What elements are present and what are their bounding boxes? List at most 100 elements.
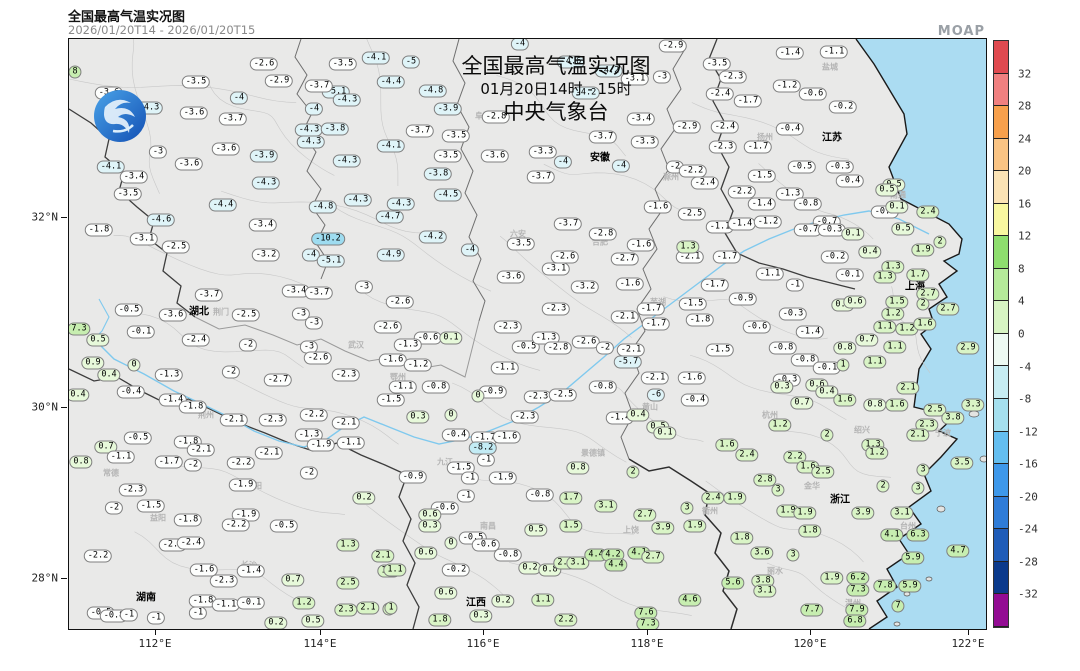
x-axis-tick: [647, 629, 648, 635]
station-value: -2.8: [481, 110, 511, 124]
station-value: -1.8: [84, 223, 114, 237]
station-value: -4.2: [418, 230, 448, 244]
station-value: -3.4: [626, 112, 656, 126]
city-label: 鄂州: [390, 372, 406, 382]
station-value: 0.4: [97, 368, 121, 382]
station-value: -0.9: [398, 470, 428, 484]
station-value: 1.3: [873, 270, 897, 284]
station-value: 0.7: [94, 440, 118, 454]
x-axis-label: 118°E: [630, 637, 664, 650]
station-value: -1.1: [819, 45, 849, 59]
station-value: -4.4: [208, 198, 238, 212]
station-value: -3.5: [506, 237, 536, 251]
station-value: -1.2: [772, 79, 802, 93]
station-value: -4.2: [594, 64, 624, 78]
station-value: -2.9: [264, 74, 294, 88]
station-value: 1.3: [336, 538, 360, 552]
city-label: 南通: [890, 190, 906, 200]
colorbar-segment: [994, 399, 1008, 432]
station-value: -4.4: [376, 75, 406, 89]
coastline: [855, 39, 963, 629]
station-value: 1.3: [676, 240, 700, 254]
station-value: -2.4: [710, 120, 740, 134]
station-value: -1.1: [388, 380, 418, 394]
station-value: 2.4: [735, 448, 759, 462]
province-label: 湖北: [189, 306, 209, 318]
station-value: 0.2: [491, 594, 515, 608]
station-value: -3: [652, 70, 672, 84]
station-value: -3.6: [480, 149, 510, 163]
colorbar-tick-label: -28: [1018, 555, 1038, 569]
station-value: 2.5: [811, 465, 835, 479]
station-value: -1.9: [488, 471, 518, 485]
station-value: -2.5: [548, 388, 578, 402]
station-value: -1.2: [403, 358, 433, 372]
station-value: 1.2: [768, 418, 792, 432]
station-value: -3.5: [702, 57, 732, 71]
station-value: -4.3: [343, 193, 373, 207]
station-value: -0.4: [835, 174, 865, 188]
station-value: 1.1: [531, 593, 555, 607]
station-value: 2.5: [336, 576, 360, 590]
station-value: -1.6: [643, 200, 673, 214]
station-value: 0.1: [885, 200, 909, 214]
station-value: -1: [785, 278, 805, 292]
station-value: 7: [891, 599, 905, 613]
station-value: 3.9: [651, 521, 675, 535]
station-value: 0.5: [301, 614, 325, 628]
map-canvas[interactable]: 全国最高气温实况图 01月20日14时 - 15时 中央气象台 湖北 湖南 安徽 江苏…: [68, 38, 987, 630]
station-value: -2: [221, 365, 241, 379]
station-value: -2.9: [672, 120, 702, 134]
station-value: -1: [119, 608, 139, 622]
station-value: 0.5: [891, 222, 915, 236]
station-value: -3.2: [251, 248, 281, 262]
city-label: 荆州: [198, 410, 214, 420]
station-value: 5.9: [898, 579, 922, 593]
station-value: 0.6: [414, 546, 438, 560]
station-value: -1.5: [747, 169, 777, 183]
x-axis-tick: [810, 629, 811, 635]
station-value: -4.6: [556, 55, 586, 69]
station-value: 2.7: [633, 508, 657, 522]
station-value: 6.8: [843, 614, 867, 628]
station-value: -1.5: [678, 297, 708, 311]
station-value: -4: [460, 243, 480, 257]
station-value: -3.5: [328, 57, 358, 71]
station-value: -4.8: [418, 84, 448, 98]
station-value: -2.2: [83, 549, 113, 563]
station-value: -1.6: [626, 238, 656, 252]
station-value: -2.1: [331, 416, 361, 430]
x-axis-label: 112°E: [138, 637, 172, 650]
station-value: -4.5: [433, 188, 463, 202]
station-value: 1.9: [723, 491, 747, 505]
station-value: 2.7: [936, 302, 960, 316]
station-value: -4.2: [571, 86, 601, 100]
station-value: -1.3: [393, 338, 423, 352]
station-value: -0.5: [114, 303, 144, 317]
station-value: 1.1: [863, 355, 887, 369]
station-value: -3.6: [158, 308, 188, 322]
station-value: -10.2: [311, 232, 345, 246]
station-value: -4.1: [376, 139, 406, 153]
city-label: 上饶: [623, 525, 639, 535]
time-range: 2026/01/20T14 - 2026/01/20T15: [68, 23, 256, 37]
station-value: 2.5: [923, 403, 947, 417]
station-value: -2.3: [510, 410, 540, 424]
station-value: -1.4: [727, 217, 757, 231]
station-value: 0.8: [566, 461, 590, 475]
station-value: -0.2: [828, 100, 858, 114]
station-value: -2.5: [231, 308, 261, 322]
station-value: -4.3: [332, 154, 362, 168]
station-value: -2.7: [263, 373, 293, 387]
station-value: 2.1: [906, 428, 930, 442]
station-value: 2.1: [896, 381, 920, 395]
station-value: -1.1: [106, 450, 136, 464]
station-value: 0.7: [855, 333, 879, 347]
station-value: 0.6: [843, 295, 867, 309]
station-value: 0.1: [439, 331, 463, 345]
station-value: 0.5: [524, 523, 548, 537]
station-value: -4: [229, 91, 249, 105]
station-value: -3.8: [320, 122, 350, 136]
annotation-title: 全国最高气温实况图: [461, 54, 651, 78]
station-value: 0.3: [406, 410, 430, 424]
